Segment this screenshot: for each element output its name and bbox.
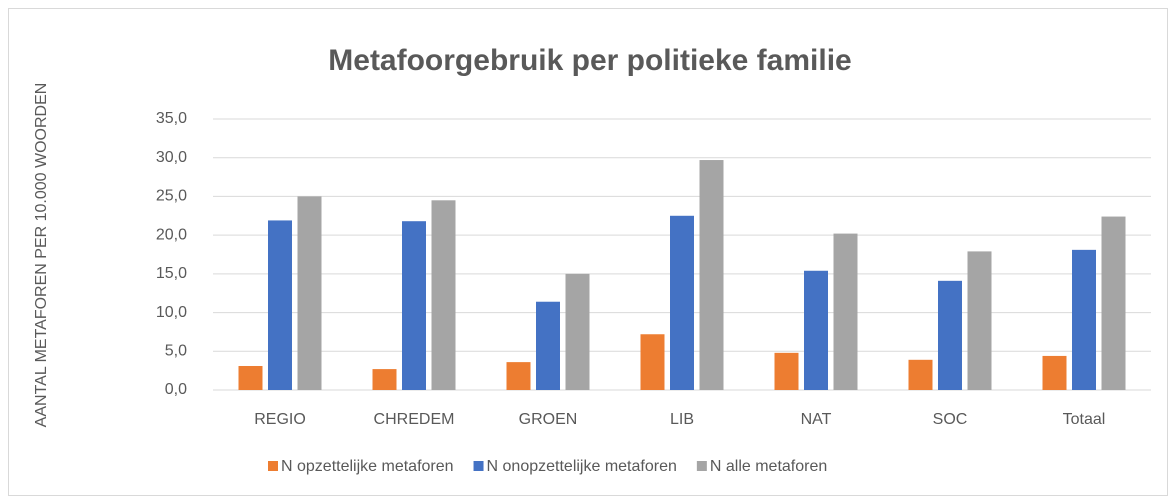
x-tick-label: LIB (670, 411, 694, 428)
x-tick-label: REGIO (254, 411, 306, 428)
bar (640, 334, 665, 390)
bar (908, 359, 933, 390)
bar (372, 369, 397, 390)
bar (536, 301, 560, 390)
bar (1072, 249, 1096, 390)
bar (431, 200, 456, 390)
legend-swatch (696, 461, 707, 471)
y-tick-label: 10,0 (156, 304, 187, 321)
y-tick-label: 35,0 (156, 110, 187, 127)
x-tick-label: Totaal (1063, 411, 1106, 428)
legend-swatch (268, 461, 278, 471)
bar (565, 273, 590, 390)
bar (402, 221, 426, 390)
x-tick-label: CHREDEM (374, 411, 455, 428)
bar (774, 352, 799, 390)
bar (1042, 355, 1067, 390)
bar (938, 280, 962, 390)
bar (297, 196, 322, 390)
x-tick-label: NAT (801, 411, 832, 428)
bar (967, 251, 992, 390)
bar (833, 233, 858, 390)
bar (238, 365, 263, 390)
x-tick-label: GROEN (519, 411, 578, 428)
y-axis-label: AANTAL METAFOREN PER 10.000 WOORDEN (33, 83, 50, 428)
bar (699, 160, 724, 390)
legend-label: N alle metaforen (710, 458, 827, 475)
y-tick-label: 5,0 (165, 343, 187, 360)
bar (670, 215, 694, 390)
chart-title: Metafoorgebruik per politieke familie (328, 44, 851, 77)
x-tick-label: SOC (933, 411, 968, 428)
bar (804, 270, 828, 390)
bar (268, 220, 292, 390)
bar (506, 362, 531, 390)
legend-label: N onopzettelijke metaforen (487, 458, 677, 475)
y-tick-label: 15,0 (156, 265, 187, 282)
y-tick-label: 25,0 (156, 188, 187, 205)
chart-border (8, 8, 1168, 496)
y-tick-label: 0,0 (165, 381, 187, 398)
y-tick-label: 20,0 (156, 226, 187, 243)
legend-label: N opzettelijke metaforen (281, 458, 454, 475)
bar (1101, 216, 1126, 390)
legend-swatch (473, 461, 484, 471)
y-tick-label: 30,0 (156, 149, 187, 166)
